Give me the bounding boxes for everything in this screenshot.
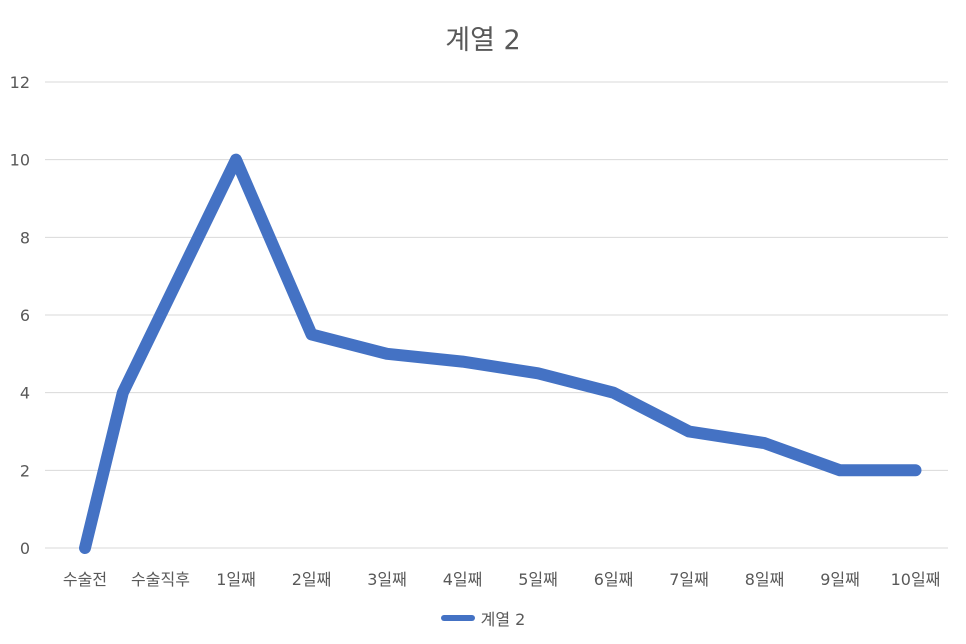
y-tick-label: 12 [10, 73, 30, 92]
x-tick-label: 9일째 [820, 570, 860, 589]
x-tick-label: 1일째 [216, 570, 256, 589]
legend: 계열 2 [0, 606, 966, 630]
series-lines [79, 153, 922, 554]
legend-label: 계열 2 [480, 610, 526, 629]
y-axis-tick-labels: 0 2 4 6 8 10 12 [10, 73, 30, 558]
x-axis-tick-labels: 수술전 수술직후 1일째 2일째 3일째 4일째 5일째 6일째 7일째 8일째 9일째 10일째 [63, 570, 940, 589]
x-tick-label: 7일째 [669, 570, 709, 589]
y-tick-label: 0 [20, 539, 30, 558]
x-tick-label: 8일째 [745, 570, 785, 589]
x-tick-label: 10일째 [891, 570, 941, 589]
x-tick-label: 6일째 [594, 570, 634, 589]
y-tick-label: 2 [20, 461, 30, 480]
x-tick-label: 수술직후 [131, 570, 190, 589]
chart-title: 계열 2 [445, 25, 521, 56]
series-line [79, 153, 922, 554]
x-tick-label: 4일째 [443, 570, 483, 589]
x-tick-label: 2일째 [292, 570, 332, 589]
y-tick-label: 6 [20, 306, 30, 325]
gridlines [45, 81, 948, 549]
y-tick-label: 10 [10, 151, 30, 170]
x-tick-label: 수술전 [63, 570, 107, 589]
x-tick-label: 5일째 [518, 570, 558, 589]
y-tick-label: 4 [20, 384, 30, 403]
y-tick-label: 8 [20, 228, 30, 247]
legend-swatch [440, 615, 475, 621]
x-tick-label: 3일째 [367, 570, 407, 589]
